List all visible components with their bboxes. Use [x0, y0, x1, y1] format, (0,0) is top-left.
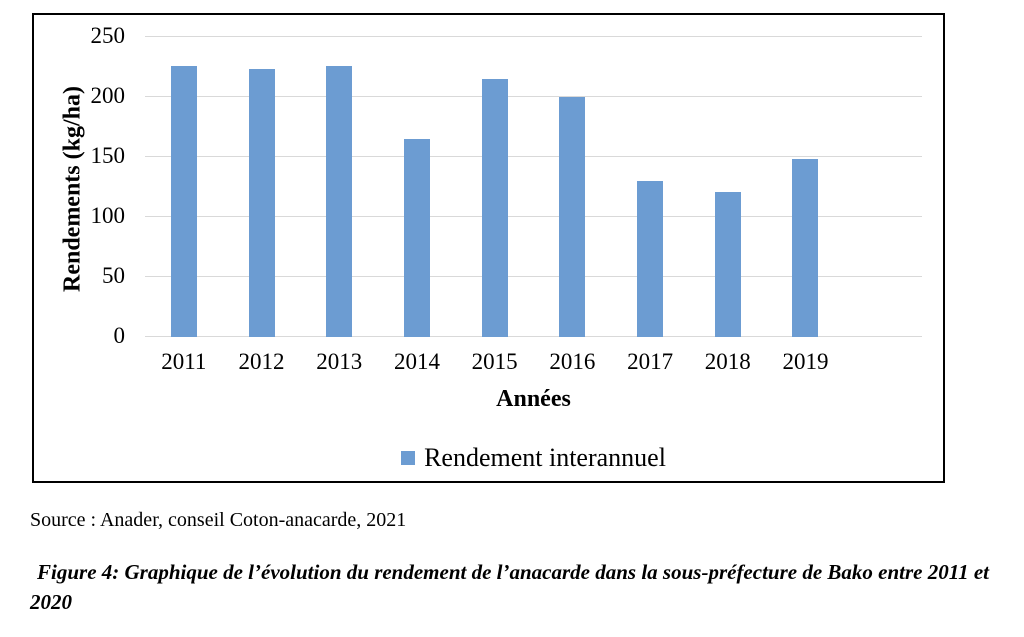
x-tick-label: 2012 — [238, 349, 285, 374]
y-tick-label: 200 — [90, 83, 126, 108]
figure-caption-line2: 2020 — [30, 590, 72, 614]
bar-2015 — [481, 79, 508, 337]
y-tick-label: 0 — [113, 323, 126, 348]
bar-2019 — [792, 159, 819, 337]
figure-caption-line1: Figure 4: Graphique de l’évolution du re… — [37, 560, 989, 584]
plot-area — [145, 36, 922, 337]
x-axis-title: Années — [496, 386, 571, 412]
chart-figure-frame: Rendements (kg/ha) 0 50 100 150 200 250 2011 2… — [32, 13, 945, 483]
y-axis-tick-labels: 0 50 100 150 200 250 — [34, 23, 126, 348]
gridline — [145, 216, 922, 217]
gridline — [145, 96, 922, 97]
gridline — [145, 36, 922, 37]
legend-label: Rendement interannuel — [424, 443, 666, 472]
source-text: Source : Anader, conseil Coton-anacarde,… — [30, 509, 407, 531]
bar-2018 — [714, 191, 741, 337]
y-tick-label: 100 — [90, 203, 126, 228]
y-tick-label: 50 — [102, 263, 125, 288]
gridline — [145, 156, 922, 157]
x-tick-label: 2018 — [704, 349, 751, 374]
x-tick-label — [844, 349, 922, 375]
x-tick-label: 2015 — [471, 349, 518, 374]
x-tick-label: 2013 — [316, 349, 363, 374]
bar-2011 — [170, 65, 197, 337]
x-tick-label: 2019 — [782, 349, 829, 374]
bar-2016 — [559, 97, 586, 337]
y-tick-label: 150 — [90, 143, 126, 168]
x-tick-label: 2017 — [627, 349, 674, 374]
bar-2017 — [637, 181, 664, 337]
legend-swatch-icon — [401, 451, 416, 465]
y-tick-label: 250 — [90, 23, 126, 48]
x-tick-label: 2016 — [549, 349, 596, 374]
bar-2014 — [403, 139, 430, 337]
bar-2013 — [326, 65, 353, 337]
x-tick-label: 2014 — [393, 349, 440, 374]
gridline — [145, 336, 922, 337]
x-tick-label: 2011 — [161, 349, 207, 374]
x-axis-tick-labels: 2011 2012 2013 2014 2015 2016 2017 2018 2019 — [145, 349, 922, 375]
bar-2012 — [248, 69, 275, 337]
gridline — [145, 276, 922, 277]
legend: Rendement interannuel — [145, 443, 922, 473]
